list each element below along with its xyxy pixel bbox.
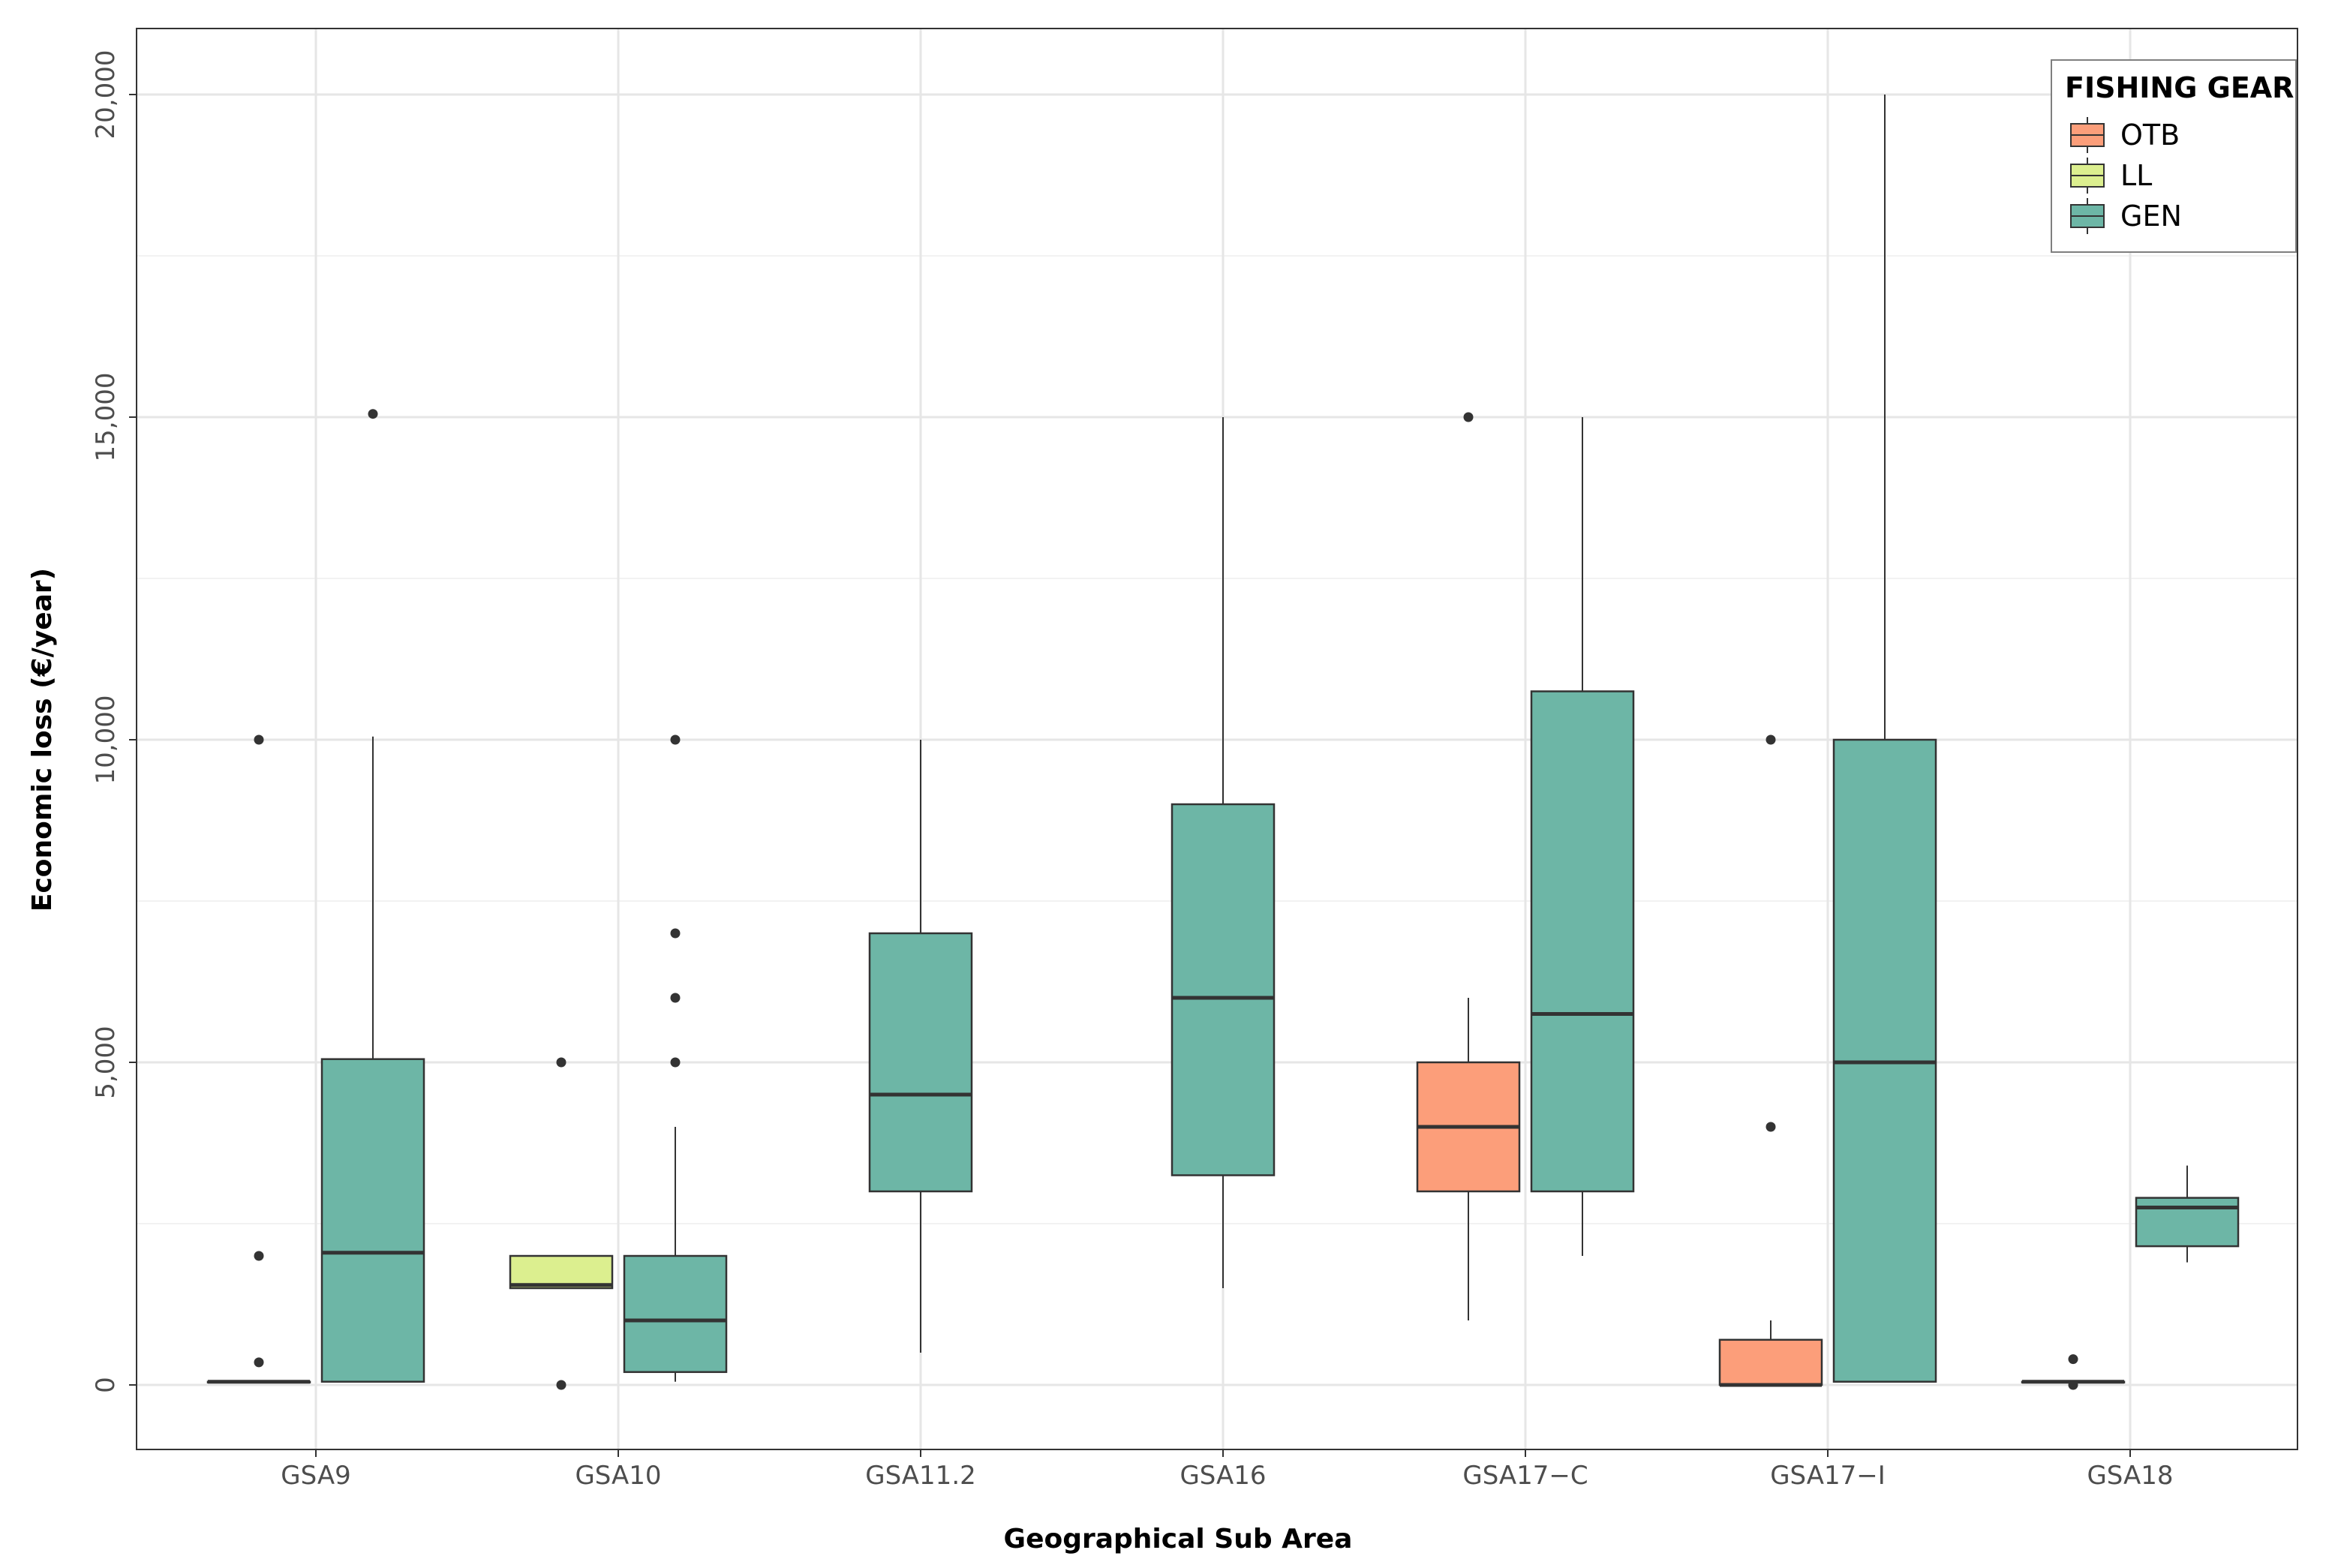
box-otb bbox=[2021, 1354, 2126, 1390]
outlier-point bbox=[2068, 1354, 2078, 1365]
box-gen bbox=[1170, 417, 1276, 1288]
box-body bbox=[1530, 690, 1635, 1193]
legend-label-gen: GEN bbox=[2120, 200, 2182, 233]
outlier-point bbox=[1766, 1122, 1776, 1132]
outlier-point bbox=[670, 1057, 681, 1068]
outlier-point bbox=[670, 928, 681, 939]
outlier-point bbox=[670, 993, 681, 1003]
outlier-point bbox=[670, 734, 681, 745]
x-tick-label: GSA10 bbox=[575, 1461, 661, 1491]
box-body bbox=[623, 1254, 728, 1374]
box-gen bbox=[623, 734, 728, 1382]
legend-key-otb bbox=[2070, 117, 2105, 153]
outlier-point bbox=[368, 409, 378, 419]
y-tick-label: 5,000 bbox=[91, 1026, 121, 1098]
x-axis: GSA9 GSA10 GSA11.2 GSA16 GSA17−C GSA17−I GSA18 bbox=[281, 1449, 2174, 1491]
y-tick-label: 15,000 bbox=[91, 373, 121, 462]
x-axis-title: Geographical Sub Area bbox=[1004, 1524, 1353, 1554]
x-tick-label: GSA18 bbox=[2087, 1461, 2173, 1491]
box-body bbox=[868, 932, 973, 1193]
box-body bbox=[320, 1058, 425, 1383]
legend-key-ll bbox=[2070, 158, 2105, 194]
x-tick-label: GSA17−C bbox=[1462, 1461, 1588, 1491]
legend-label-otb: OTB bbox=[2120, 119, 2180, 152]
y-tick-label: 0 bbox=[91, 1377, 121, 1393]
gridlines bbox=[137, 29, 2297, 1449]
box-body bbox=[2135, 1197, 2240, 1248]
outlier-point bbox=[1463, 412, 1474, 422]
box-otb bbox=[206, 734, 311, 1384]
y-axis-title: Economic loss (€/year) bbox=[27, 568, 58, 912]
x-tick-label: GSA16 bbox=[1180, 1461, 1266, 1491]
x-tick-label: GSA17−I bbox=[1770, 1461, 1886, 1491]
y-tick-label: 10,000 bbox=[91, 695, 121, 785]
box-gen bbox=[1530, 417, 1635, 1256]
legend-title: FISHING GEAR bbox=[2065, 71, 2294, 104]
legend-label-ll: LL bbox=[2120, 159, 2152, 192]
box-otb bbox=[1718, 734, 1823, 1387]
box-gen bbox=[868, 740, 973, 1353]
box-body bbox=[509, 1254, 614, 1290]
x-tick-label: GSA11.2 bbox=[865, 1461, 976, 1491]
outlier-point bbox=[556, 1380, 566, 1390]
outlier-point bbox=[2068, 1380, 2078, 1390]
boxes bbox=[206, 95, 2240, 1390]
x-tick-label: GSA9 bbox=[281, 1461, 350, 1491]
box-otb bbox=[1416, 412, 1521, 1320]
legend: FISHING GEAR OTB LL GEN bbox=[2051, 59, 2297, 253]
box-gen bbox=[2135, 1165, 2240, 1263]
box-gen bbox=[320, 409, 425, 1383]
box-ll bbox=[509, 1057, 614, 1390]
outlier-point bbox=[254, 734, 264, 745]
outlier-point bbox=[556, 1057, 566, 1068]
outlier-point bbox=[254, 1357, 264, 1368]
legend-key-gen bbox=[2070, 198, 2105, 234]
box-gen bbox=[1832, 95, 1937, 1383]
outlier-point bbox=[254, 1251, 264, 1261]
box-body bbox=[1170, 803, 1276, 1176]
outlier-point bbox=[1766, 734, 1776, 745]
box-body bbox=[1718, 1338, 1823, 1386]
y-axis: 0 5,000 10,000 15,000 20,000 bbox=[91, 50, 137, 1393]
y-tick-label: 20,000 bbox=[91, 50, 121, 140]
